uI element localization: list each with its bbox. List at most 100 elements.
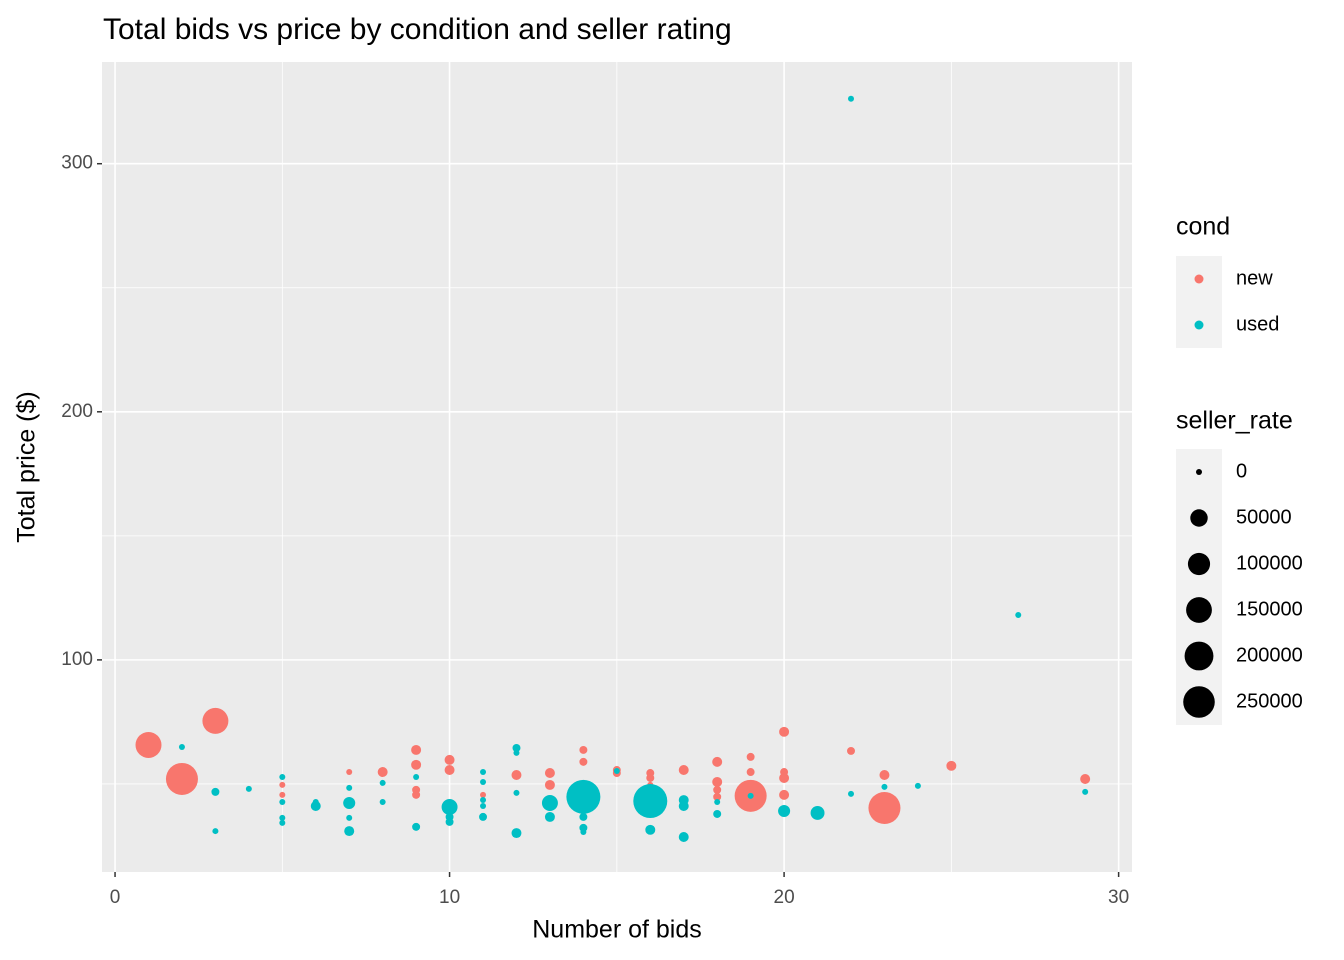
legend-size-marker xyxy=(1184,641,1214,671)
point xyxy=(746,752,755,761)
point xyxy=(412,790,421,799)
legend-size-marker xyxy=(1196,469,1202,475)
point xyxy=(712,756,723,767)
point xyxy=(202,707,229,734)
point xyxy=(579,812,588,821)
x-tick-label: 30 xyxy=(1108,887,1129,908)
chart-title: Total bids vs price by condition and sel… xyxy=(103,13,732,46)
y-tick-label: 100 xyxy=(61,649,93,670)
point xyxy=(779,789,790,800)
point xyxy=(480,769,487,776)
point xyxy=(412,822,421,831)
point xyxy=(847,790,854,797)
point xyxy=(480,778,487,785)
point xyxy=(847,95,854,102)
y-axis-label: Total price ($) xyxy=(13,391,41,542)
point xyxy=(212,828,219,835)
point xyxy=(279,773,286,780)
point xyxy=(480,797,487,804)
point xyxy=(580,829,587,836)
point xyxy=(512,743,521,752)
point xyxy=(810,805,825,820)
legend-label: new xyxy=(1236,267,1273,289)
legend-marker xyxy=(1194,274,1204,284)
point xyxy=(211,787,220,796)
point xyxy=(413,773,420,780)
legend-size-marker xyxy=(1187,552,1211,576)
x-tick-label: 0 xyxy=(110,887,121,908)
point xyxy=(747,792,754,799)
y-tick-label: 300 xyxy=(61,153,93,174)
point xyxy=(346,784,353,791)
point xyxy=(344,826,355,837)
grid xyxy=(102,62,1132,872)
point xyxy=(279,781,286,788)
point xyxy=(165,762,198,795)
point xyxy=(544,768,555,778)
point xyxy=(444,754,455,765)
point xyxy=(678,765,689,776)
point xyxy=(379,779,386,786)
point xyxy=(279,814,286,821)
point xyxy=(513,789,520,796)
point xyxy=(566,779,601,814)
point xyxy=(411,759,422,770)
point xyxy=(346,814,353,821)
point xyxy=(613,768,620,775)
point xyxy=(678,832,689,842)
point xyxy=(868,791,901,825)
y-tick-label: 200 xyxy=(61,401,93,422)
point xyxy=(544,811,555,822)
x-tick-label: 10 xyxy=(439,887,460,908)
point xyxy=(1080,773,1091,784)
point xyxy=(379,799,386,806)
point xyxy=(579,745,588,754)
point xyxy=(713,785,722,794)
point xyxy=(411,744,422,755)
point xyxy=(541,795,558,812)
point xyxy=(946,760,957,771)
legend-label: 200000 xyxy=(1236,644,1303,666)
legend-title: seller_rate xyxy=(1176,407,1293,435)
point xyxy=(444,765,455,776)
points xyxy=(135,95,1091,842)
point xyxy=(1082,788,1089,795)
legend-label: 150000 xyxy=(1236,598,1303,620)
point xyxy=(479,812,488,821)
legend-size-marker xyxy=(1186,597,1212,623)
point xyxy=(511,828,522,839)
point xyxy=(513,749,520,756)
legend: new used 0 50000 100000 150000 200000 250000 xyxy=(1176,256,1303,725)
point xyxy=(712,776,723,787)
point xyxy=(480,803,487,810)
point xyxy=(135,731,162,758)
legend-label: 0 xyxy=(1236,460,1247,482)
point xyxy=(346,769,353,776)
point xyxy=(544,779,555,790)
point xyxy=(511,770,522,780)
point xyxy=(633,784,668,819)
point xyxy=(847,746,855,755)
point xyxy=(279,799,286,806)
point xyxy=(445,817,454,826)
legend-label: used xyxy=(1236,313,1279,335)
point xyxy=(343,797,356,810)
point xyxy=(1015,611,1022,618)
legend-label: 50000 xyxy=(1236,506,1292,528)
legend-title: cond xyxy=(1176,213,1230,241)
legend-marker xyxy=(1194,320,1204,330)
point xyxy=(178,743,185,750)
point xyxy=(579,757,588,766)
point xyxy=(645,824,656,835)
point xyxy=(779,726,790,737)
legend-label: 100000 xyxy=(1236,552,1303,574)
point xyxy=(881,783,888,790)
point xyxy=(245,785,252,792)
x-tick-label: 20 xyxy=(774,887,795,908)
point xyxy=(713,792,722,801)
point xyxy=(279,819,286,826)
legend-size-marker xyxy=(1190,509,1208,527)
x-axis-label: Number of bids xyxy=(532,916,702,944)
point xyxy=(646,773,655,782)
